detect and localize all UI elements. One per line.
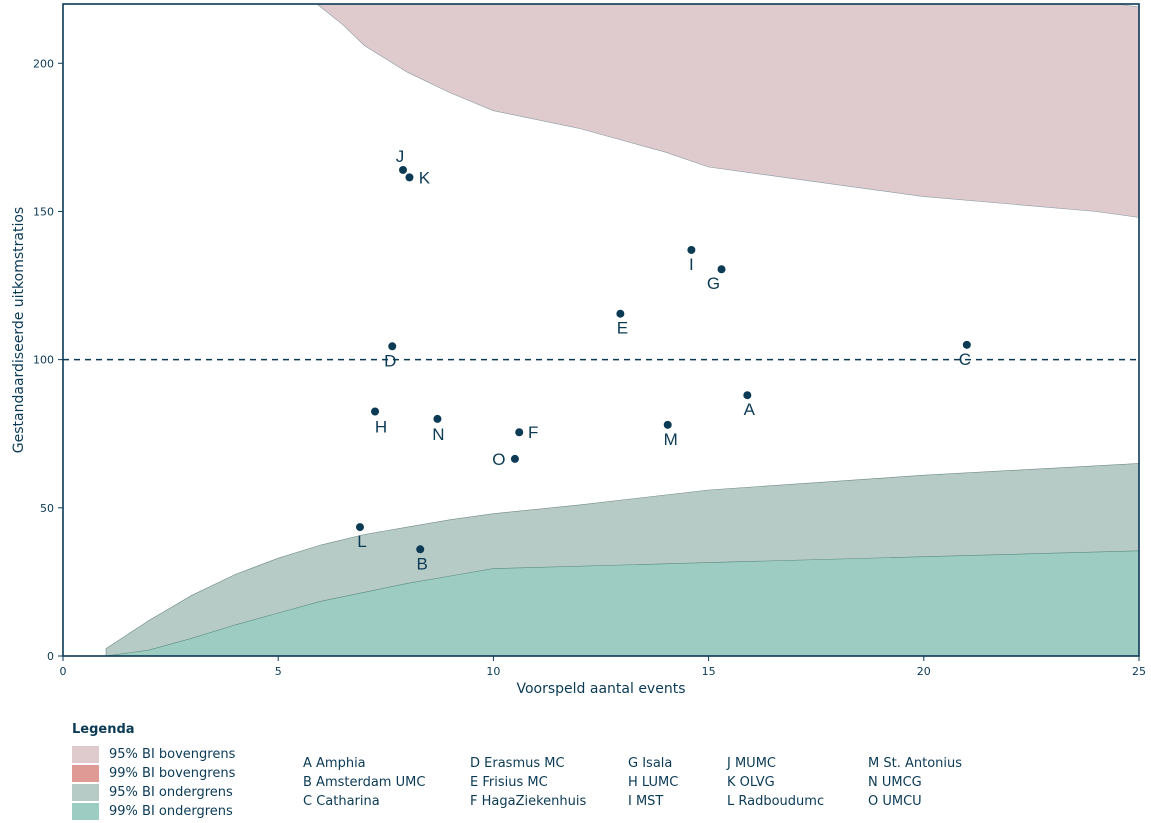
y-tick-label: 150 [33, 205, 54, 218]
point-label-b: B [417, 554, 428, 573]
hospital-entry: O UMCU [868, 794, 922, 809]
band-lower-99 [105, 550, 1140, 657]
hospital-entry: H LUMC [628, 775, 679, 790]
point-label-j: J [396, 147, 405, 166]
point-label-o: O [492, 450, 505, 469]
point-label-n: N [432, 425, 444, 444]
hospital-entry: N UMCG [868, 775, 922, 790]
hospital-entry: K OLVG [727, 775, 775, 790]
data-point-c [962, 340, 971, 349]
data-point-m [663, 420, 672, 429]
y-tick-label: 100 [33, 354, 54, 367]
hospital-entry: E Frisius MC [470, 775, 548, 790]
x-tick-label: 5 [275, 665, 282, 678]
hospital-column: J MUMC K OLVG L Radboudumc [727, 754, 824, 811]
point-label-d: D [384, 351, 396, 370]
point-label-c: C [959, 350, 971, 369]
hospital-key: A Amphia B Amsterdam UMC C Catharina D E… [303, 754, 1143, 814]
hospital-column: M St. Antonius N UMCG O UMCU [868, 754, 962, 811]
x-tick-label: 25 [1132, 665, 1146, 678]
data-points: A B C D E F G H I JK L M N O [355, 147, 971, 573]
y-tick-label: 50 [40, 502, 54, 515]
point-label-e: E [617, 319, 628, 338]
hospital-entry: G Isala [628, 756, 673, 771]
data-point-f [515, 428, 524, 437]
hospital-column: D Erasmus MC E Frisius MC F HagaZiekenhu… [470, 754, 586, 811]
point-label-k: K [419, 168, 431, 187]
legend-label: 99% BI bovengrens [109, 766, 236, 781]
hospital-column: A Amphia B Amsterdam UMC C Catharina [303, 754, 425, 811]
legend-swatch [72, 746, 99, 763]
legend-label: 95% BI ondergrens [109, 785, 233, 800]
point-label-h: H [375, 418, 387, 437]
point-label-m: M [664, 430, 678, 449]
plot-frame [62, 3, 1140, 657]
x-tick-label: 10 [486, 665, 500, 678]
y-axis-ticks: 0 50 100 150 200 [33, 57, 63, 663]
legend-item-lower95: 95% BI ondergrens [72, 783, 1142, 802]
data-point-b [416, 545, 425, 554]
x-axis-label: Voorspeld aantal events [516, 681, 685, 697]
hospital-entry: J MUMC [727, 756, 776, 771]
hospital-entry: M St. Antonius [868, 756, 963, 771]
data-point-k [405, 173, 414, 182]
y-axis-label: Gestandaardiseerde uitkomstratios [11, 207, 27, 453]
legend-label: 99% BI ondergrens [109, 804, 233, 819]
hospital-entry: A Amphia [303, 756, 366, 771]
data-point-d [388, 342, 397, 351]
hospital-column: G Isala H LUMC I MST [628, 754, 678, 811]
legend-item-lower99: 99% BI ondergrens [72, 802, 1142, 821]
data-point-i [687, 245, 696, 254]
x-tick-label: 15 [702, 665, 716, 678]
legend-label: 95% BI bovengrens [109, 747, 236, 762]
data-point-g [717, 265, 726, 274]
point-label-f: F [528, 423, 538, 442]
x-tick-label: 20 [917, 665, 931, 678]
hospital-entry: D Erasmus MC [470, 756, 565, 771]
hospital-entry: I MST [628, 794, 664, 809]
hospital-entry: C Catharina [303, 794, 380, 809]
legend-item-upper95: 95% BI bovengrens [72, 745, 1142, 764]
point-label-l: L [357, 532, 366, 551]
point-label-i: I [689, 255, 694, 274]
data-point-e [616, 309, 625, 318]
legend-swatch [72, 784, 99, 801]
x-axis-ticks: 0 5 10 15 20 25 [60, 656, 1146, 678]
hospital-entry: B Amsterdam UMC [303, 775, 426, 790]
data-point-h [371, 407, 380, 416]
confidence-bands [105, 3, 1140, 657]
legend-title: Legenda [72, 722, 135, 737]
hospital-entry: L Radboudumc [727, 794, 825, 809]
legend-swatch [72, 803, 99, 820]
band-upper-95 [316, 3, 1140, 218]
y-tick-label: 0 [47, 650, 54, 663]
hospital-entry: F HagaZiekenhuis [470, 794, 587, 809]
legend-swatch [72, 765, 99, 782]
legend-item-upper99: 99% BI bovengrens [72, 764, 1142, 783]
data-point-j [399, 165, 408, 174]
point-label-a: A [744, 400, 756, 419]
data-point-a [743, 391, 752, 400]
x-tick-label: 0 [60, 665, 67, 678]
legend: Legenda 95% BI bovengrens 99% BI bovengr… [72, 722, 1142, 821]
point-label-g: G [707, 274, 720, 293]
data-point-o [510, 454, 519, 463]
data-point-l [355, 523, 364, 532]
data-point-n [433, 414, 442, 423]
y-tick-label: 200 [33, 57, 54, 70]
